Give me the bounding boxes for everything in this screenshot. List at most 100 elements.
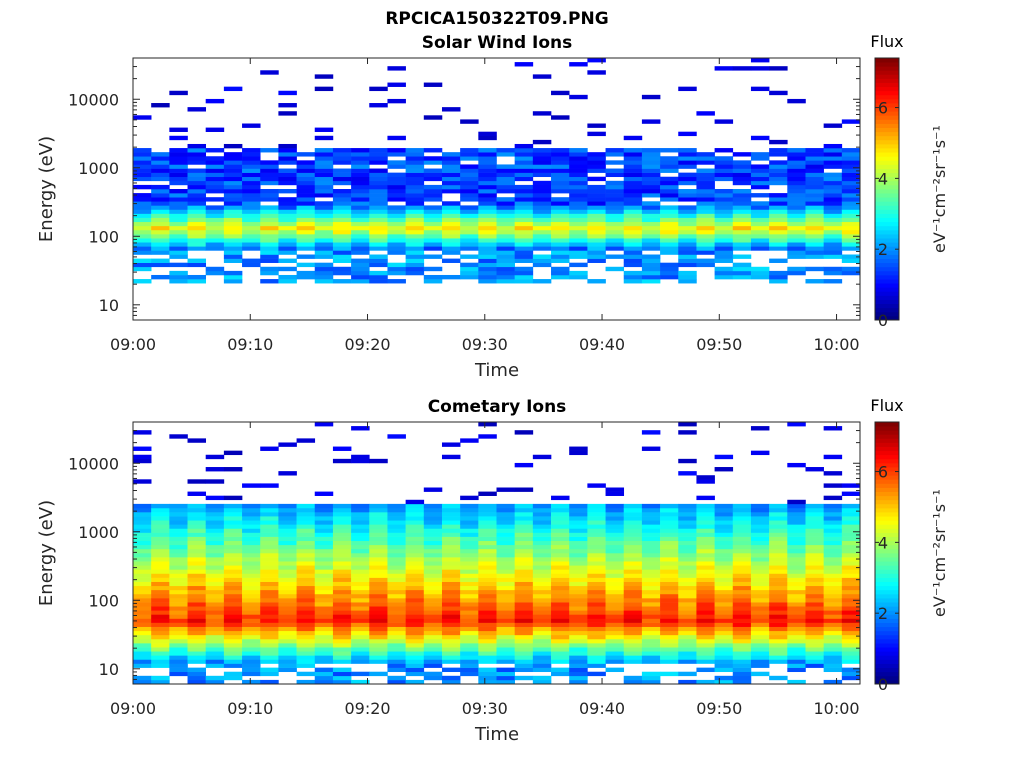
heatmap-cell [205, 148, 225, 153]
heatmap-cell [678, 655, 697, 660]
heatmap-cell [605, 569, 625, 574]
heatmap-cell [133, 626, 152, 632]
heatmap-cell [514, 598, 534, 603]
heatmap-cell [787, 516, 806, 521]
heatmap-cell [769, 176, 788, 182]
heatmap-cell [460, 569, 479, 574]
heatmap-cell [841, 172, 861, 178]
heatmap-cell [223, 274, 243, 280]
heatmap-cell [405, 638, 425, 644]
heatmap-cell [750, 532, 770, 537]
heatmap-cell [769, 164, 788, 169]
heatmap-cell [587, 553, 606, 558]
heatmap-cell [133, 250, 152, 255]
heatmap-cell [441, 507, 461, 513]
heatmap-cell [841, 520, 861, 525]
heatmap-cell [769, 279, 788, 284]
heatmap-cell [732, 221, 752, 227]
heatmap-cell [641, 528, 661, 533]
heatmap-cell [187, 225, 207, 231]
heatmap-cell [296, 507, 316, 513]
heatmap-cell [532, 593, 552, 599]
heatmap-cell [569, 270, 588, 276]
heatmap-cell [223, 561, 243, 566]
heatmap-cell [460, 148, 479, 153]
heatmap-cell [242, 262, 261, 268]
heatmap-cell [478, 246, 497, 251]
heatmap-cell [532, 565, 552, 570]
heatmap-cell [496, 589, 515, 595]
heatmap-cell [314, 679, 334, 685]
heatmap-cell [750, 557, 770, 562]
heatmap-cell [605, 561, 625, 566]
heatmap-cell [750, 156, 770, 161]
heatmap-cell [841, 667, 861, 673]
heatmap-cell [169, 557, 188, 562]
heatmap-cell [623, 565, 643, 570]
heatmap-cell [750, 274, 770, 280]
heatmap-cell [169, 589, 188, 595]
heatmap-cell [441, 606, 461, 611]
heatmap-cell [460, 532, 479, 537]
heatmap-cell [787, 156, 806, 161]
heatmap-cell [242, 553, 261, 558]
heatmap-cell [478, 643, 497, 648]
heatmap-cell [260, 172, 279, 178]
heatmap-cell [187, 160, 207, 165]
heatmap-cell [478, 213, 497, 218]
heatmap-cell [314, 189, 334, 194]
y-tick-label: 10 [99, 660, 119, 679]
heatmap-cell [750, 176, 770, 182]
heatmap-cell [387, 164, 406, 169]
heatmap-cell [732, 643, 752, 648]
heatmap-cell [496, 279, 515, 284]
heatmap-cell [260, 671, 279, 677]
spectrogram [133, 58, 861, 284]
heatmap-cell [242, 217, 261, 223]
heatmap-cell [532, 503, 552, 509]
heatmap-cell [260, 593, 279, 599]
heatmap-cell [369, 638, 388, 644]
heatmap-cell [169, 434, 188, 439]
heatmap-cell [805, 201, 824, 206]
heatmap-cell [841, 197, 861, 202]
heatmap-cell [405, 516, 425, 521]
heatmap-cell [387, 610, 406, 615]
heatmap-cell [441, 540, 461, 546]
heatmap-cell [787, 242, 806, 247]
heatmap-cell [314, 164, 334, 169]
heatmap-cell [587, 58, 606, 63]
heatmap-cell [551, 205, 570, 210]
heatmap-cell [714, 238, 734, 243]
heatmap-cell [369, 238, 388, 243]
heatmap-cell [133, 663, 152, 668]
colorbar-segment [875, 234, 899, 239]
heatmap-cell [296, 221, 316, 227]
heatmap-cell [732, 663, 752, 668]
heatmap-cell [133, 152, 152, 157]
heatmap-cell [551, 90, 570, 96]
heatmap-cell [641, 581, 661, 587]
heatmap-cell [478, 491, 497, 496]
colorbar-segment [875, 630, 899, 636]
heatmap-cell [151, 544, 170, 550]
colorbar-segment [875, 246, 899, 251]
colorbar-segment [875, 184, 899, 190]
colorbar-segment [875, 430, 899, 435]
heatmap-cell [187, 532, 207, 537]
heatmap-cell [769, 536, 788, 542]
colorbar-tick-label: 4 [878, 169, 888, 188]
colorbar-label: eV⁻¹cm⁻²sr⁻¹s⁻¹ [930, 125, 949, 253]
heatmap-cell [641, 512, 661, 517]
colorbar-segment [875, 287, 899, 292]
heatmap-cell [423, 655, 443, 660]
colorbar-segment [875, 593, 899, 599]
heatmap-cell [242, 557, 261, 562]
heatmap-cell [496, 647, 515, 652]
heatmap-cell [678, 634, 697, 640]
heatmap-cell [660, 193, 679, 198]
heatmap-cell [787, 225, 806, 231]
heatmap-cell [805, 544, 824, 550]
heatmap-cell [732, 225, 752, 231]
